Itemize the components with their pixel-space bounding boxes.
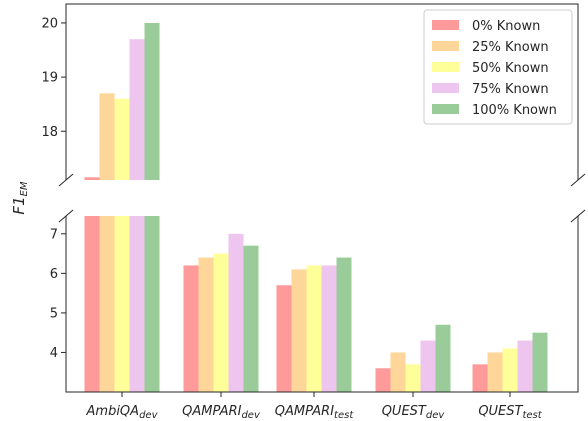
lower-y-tick-label-7: 7 bbox=[50, 227, 58, 242]
lower-axes-frame bbox=[65, 216, 579, 393]
upper-y-tick-label-20: 20 bbox=[41, 16, 58, 31]
legend-label-3: 75% Known bbox=[472, 82, 549, 97]
bar-lower-3-1 bbox=[228, 233, 244, 392]
legend-label-4: 100% Known bbox=[472, 103, 557, 118]
axis-break-marks bbox=[58, 173, 586, 223]
bar-lower-2-3 bbox=[405, 364, 421, 392]
bar-lower-3-2 bbox=[321, 265, 337, 392]
upper-panel: 18 19 20 bbox=[41, 3, 579, 181]
bar-lower-3-3 bbox=[420, 340, 436, 392]
legend-label-1: 25% Known bbox=[472, 40, 549, 55]
bar-upper-2-0 bbox=[114, 98, 130, 180]
legend-swatch-1 bbox=[432, 41, 459, 51]
break-mark-1 bbox=[570, 173, 586, 187]
bar-lower-0-2 bbox=[276, 285, 292, 392]
bar-lower-4-0 bbox=[144, 216, 160, 392]
bar-lower-0-3 bbox=[375, 368, 391, 392]
bar-lower-1-1 bbox=[198, 257, 214, 392]
x-tick-label-1: QAMPARIdev bbox=[182, 404, 261, 421]
bar-lower-4-2 bbox=[336, 257, 352, 392]
bar-lower-1-0 bbox=[99, 216, 115, 392]
legend-label-2: 50% Known bbox=[472, 61, 549, 76]
bar-upper-0-0 bbox=[84, 177, 100, 180]
legend-swatch-2 bbox=[432, 62, 459, 72]
y-axis-label: F1EM bbox=[10, 181, 30, 214]
lower-y-tick-label-4: 4 bbox=[50, 346, 58, 361]
x-tick-label-4: QUESTtest bbox=[478, 404, 542, 421]
break-mark-3 bbox=[570, 209, 586, 223]
bar-upper-1-0 bbox=[99, 93, 115, 180]
bar-lower-2-1 bbox=[213, 253, 229, 392]
x-tick-label-2: QAMPARItest bbox=[275, 404, 355, 421]
bar-lower-2-4 bbox=[502, 348, 518, 392]
lower-panel: 4 5 6 7 bbox=[50, 216, 579, 393]
bar-lower-0-4 bbox=[472, 364, 488, 392]
upper-y-tick-label-19: 19 bbox=[41, 71, 58, 86]
break-mark-0 bbox=[58, 173, 74, 187]
lower-y-tick-label-6: 6 bbox=[50, 267, 58, 282]
legend-swatch-3 bbox=[432, 83, 459, 93]
bar-lower-3-4 bbox=[517, 340, 533, 392]
upper-y-tick-label-18: 18 bbox=[41, 125, 58, 140]
bar-lower-2-0 bbox=[114, 216, 130, 392]
upper-axes-frame bbox=[65, 3, 579, 180]
lower-y-tick-label-5: 5 bbox=[50, 306, 58, 321]
bar-lower-1-4 bbox=[487, 352, 503, 392]
legend-box bbox=[423, 9, 573, 125]
break-mark-2 bbox=[58, 209, 74, 223]
x-tick-label-0: AmbiQAdev bbox=[86, 404, 159, 421]
bar-upper-3-0 bbox=[129, 39, 145, 181]
x-tick-label-3: QUESTdev bbox=[382, 404, 446, 421]
bar-lower-4-1 bbox=[243, 245, 259, 392]
legend-swatch-4 bbox=[432, 104, 459, 114]
bar-lower-1-2 bbox=[291, 269, 307, 392]
legend-label-0: 0% Known bbox=[472, 19, 540, 34]
bar-lower-4-4 bbox=[532, 332, 548, 392]
legend: 0% Known 25% Known 50% Known 75% Known 100% … bbox=[423, 9, 573, 125]
legend-swatch-0 bbox=[432, 20, 459, 30]
bar-lower-0-1 bbox=[183, 265, 199, 392]
bar-lower-2-2 bbox=[306, 265, 322, 392]
bar-lower-3-0 bbox=[129, 216, 145, 392]
bar-lower-0-0 bbox=[84, 216, 100, 392]
bar-lower-1-3 bbox=[390, 352, 406, 392]
x-axis-labels: AmbiQAdev QAMPARIdev QAMPARItest QUESTdev QU… bbox=[86, 392, 543, 421]
bar-lower-4-3 bbox=[435, 324, 451, 392]
y-axis-label-text: F1EM bbox=[10, 181, 30, 214]
bar-upper-4-0 bbox=[144, 22, 160, 181]
